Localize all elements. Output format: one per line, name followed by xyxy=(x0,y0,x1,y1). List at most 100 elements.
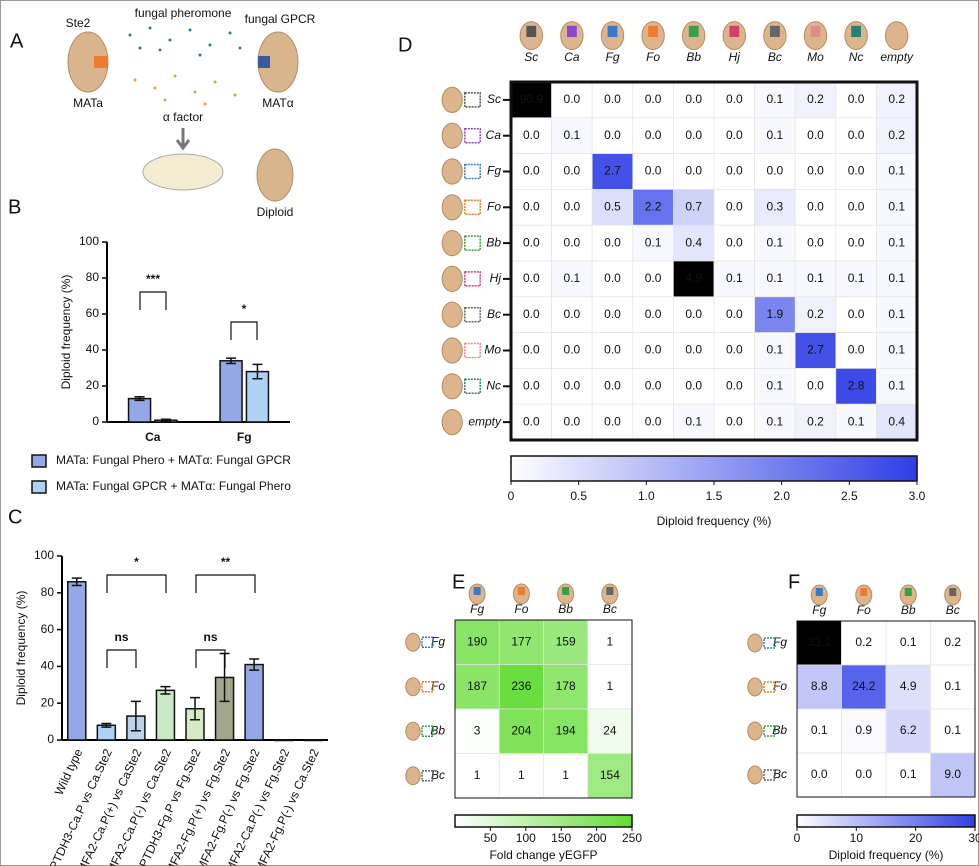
receptor-icon xyxy=(729,25,740,37)
cell-label: 187 xyxy=(467,679,487,693)
heatmap-cell xyxy=(876,117,918,154)
heatmap-cell xyxy=(587,708,633,754)
receptor-icon xyxy=(607,25,618,37)
heatmap-cell xyxy=(587,753,633,799)
cell-label: 0.1 xyxy=(848,271,865,285)
significance-label: ns xyxy=(114,630,128,644)
error-bar xyxy=(130,700,141,732)
cell-label: 6.2 xyxy=(900,723,917,737)
cell-label: 0.1 xyxy=(944,679,961,693)
y-tick-label: 40 xyxy=(86,342,100,356)
hypha-icon xyxy=(464,92,481,108)
cell-label: 0.1 xyxy=(888,164,905,178)
cell-label: 0.0 xyxy=(645,92,662,106)
y-tick-label: 0 xyxy=(47,732,54,746)
heatmap-cell xyxy=(841,752,887,798)
error-bar xyxy=(252,363,263,380)
heatmap-cell xyxy=(591,332,634,369)
heatmap-cell xyxy=(754,153,796,190)
colorbar-tick-label: 0 xyxy=(508,489,515,503)
cell-label: 0.0 xyxy=(855,767,872,781)
cell-label: 0.5 xyxy=(604,199,621,213)
panel-label: B xyxy=(8,196,21,218)
heatmap-cell xyxy=(841,708,887,754)
hypha-icon xyxy=(421,770,434,782)
cell-label: 0.3 xyxy=(767,199,784,213)
column-label: Bc xyxy=(946,603,960,617)
significance-bracket xyxy=(139,291,167,310)
heatmap-cell xyxy=(551,117,593,154)
cell-icon xyxy=(747,765,763,785)
cell-label: 0.0 xyxy=(848,199,865,213)
colorbar-tick-label: 200 xyxy=(587,831,607,845)
cell-label: 0.0 xyxy=(685,92,702,106)
cell-label: 0.0 xyxy=(564,92,581,106)
cell-icon xyxy=(441,230,463,257)
heatmap-cell xyxy=(876,403,918,441)
cell-label: 0.0 xyxy=(604,307,621,321)
error-bar xyxy=(226,357,237,365)
colorbar-tick-label: 10 xyxy=(850,831,864,845)
petri-dish xyxy=(142,153,224,191)
cell-label: 0.1 xyxy=(564,128,581,142)
heatmap-cell xyxy=(713,189,755,226)
significance-label: *** xyxy=(146,272,160,286)
cell-label: 0.0 xyxy=(685,343,702,357)
column-label: Nc xyxy=(849,50,864,64)
cell-label: 2.8 xyxy=(848,378,865,392)
heatmap: F 33.1 0.2 0.1 0.2 8.8 24.2 4.9 0.1 0.1 0.9 6.2 0.1 0… xyxy=(747,571,979,862)
cell-label: 0.0 xyxy=(726,378,743,392)
cell-icon xyxy=(441,265,463,292)
cell-label: 177 xyxy=(511,634,531,648)
colorbar-tick-label: 50 xyxy=(484,831,498,845)
cell-label: 0.0 xyxy=(604,128,621,142)
cell-icon xyxy=(405,721,421,741)
row-label: Bb xyxy=(772,723,787,737)
error-bar xyxy=(160,418,171,422)
column-label: Bb xyxy=(901,603,916,617)
heatmap-cell xyxy=(510,189,552,226)
heatmap-cell xyxy=(835,81,877,119)
cell-label: 236 xyxy=(511,679,531,693)
cell-label: 0.0 xyxy=(564,343,581,357)
heatmap-cell xyxy=(632,403,674,441)
row-label: Sc xyxy=(487,92,501,106)
receptor-icon xyxy=(526,25,537,37)
heatmap-cell xyxy=(794,296,837,333)
cell-icon xyxy=(441,301,463,328)
cell-label: 0.0 xyxy=(807,164,824,178)
significance-label: * xyxy=(242,302,247,316)
cell-label: 0.1 xyxy=(888,199,905,213)
heatmap-cell xyxy=(454,619,500,665)
heatmap-cell xyxy=(754,189,796,226)
cell-label: 0.0 xyxy=(811,767,828,781)
column-label: Fo xyxy=(514,602,528,616)
column-label: Fg xyxy=(470,602,484,616)
column-label: Fo xyxy=(646,50,660,64)
receptor-icon xyxy=(810,25,821,37)
hypha-icon xyxy=(464,163,481,180)
label: α factor xyxy=(163,110,203,124)
receptor-icon xyxy=(517,587,525,595)
significance-label: * xyxy=(134,555,139,569)
row-label: Nc xyxy=(486,378,501,392)
heatmap-cell xyxy=(930,664,976,710)
hypha-icon xyxy=(763,725,776,737)
heatmap-cell xyxy=(632,224,674,262)
cell-label: 0.0 xyxy=(523,307,540,321)
colorbar-tick-label: 20 xyxy=(909,831,923,845)
significance-bracket xyxy=(195,649,226,668)
heatmap-cell xyxy=(632,368,674,405)
hypha-icon xyxy=(464,271,481,287)
heatmap-cell xyxy=(754,332,796,369)
cell-label: 0.0 xyxy=(564,164,581,178)
heatmap-cell xyxy=(510,81,552,119)
heatmap-cell xyxy=(510,403,552,441)
heatmap-cell xyxy=(551,260,593,298)
cell-label: 0.1 xyxy=(767,414,784,428)
colorbar-tick-label: 0 xyxy=(794,831,801,845)
pheromone-dots xyxy=(128,26,242,57)
cell-label: 0.0 xyxy=(807,378,824,392)
colorbar xyxy=(454,814,633,828)
cell-label: 0.1 xyxy=(767,128,784,142)
